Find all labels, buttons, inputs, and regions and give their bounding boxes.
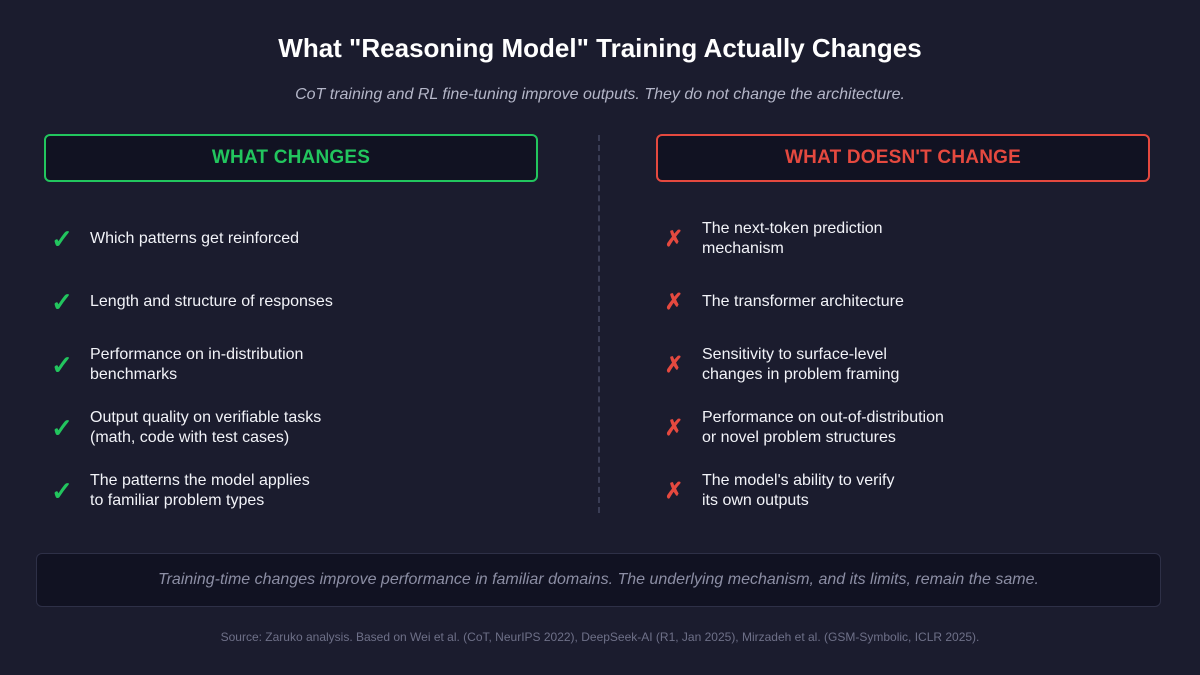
cross-mark-icon: ✗ [664,415,684,440]
cross-mark-icon: ✗ [664,289,684,314]
changes-item: ✓ Which patterns get reinforced [44,217,299,261]
changes-item-text: The patterns the model applies to famili… [90,472,310,509]
unchanged-item-text: The model's ability to verify its own ou… [702,472,895,509]
changes-item-text: Length and structure of responses [90,293,333,310]
unchanged-item: ✗ The next-token prediction mechanism [656,217,883,261]
page-title: What "Reasoning Model" Training Actually… [278,33,922,63]
changes-item: ✓ The patterns the model applies to fami… [44,469,310,513]
check-mark-icon: ✓ [51,223,73,254]
changes-item: ✓ Output quality on verifiable tasks (ma… [44,406,321,450]
changes-item: ✓ Length and structure of responses [44,280,333,324]
check-mark-icon: ✓ [51,412,73,443]
what-doesnt-change-header: WHAT DOESN'T CHANGE [656,134,1150,182]
page-subtitle: CoT training and RL fine-tuning improve … [295,86,905,103]
unchanged-item-text: Performance on out-of-distribution or no… [702,409,944,446]
summary-box: Training-time changes improve performanc… [36,553,1161,607]
unchanged-item: ✗ Sensitivity to surface-level changes i… [656,343,900,387]
changes-item-text: Output quality on verifiable tasks (math… [90,409,322,446]
check-mark-icon: ✓ [51,475,73,506]
unchanged-item-text: The next-token prediction mechanism [702,220,883,257]
cross-mark-icon: ✗ [664,226,684,251]
cross-mark-icon: ✗ [664,478,684,503]
unchanged-item-text: Sensitivity to surface-level changes in … [702,346,900,383]
check-mark-icon: ✓ [51,349,73,380]
changes-item-text: Which patterns get reinforced [90,230,299,247]
unchanged-item: ✗ The model's ability to verify its own … [656,469,895,513]
source-citation: Source: Zaruko analysis. Based on Wei et… [220,630,980,644]
changes-item-text: Performance on in-distribution benchmark… [90,346,304,383]
cross-mark-icon: ✗ [664,352,684,377]
changes-item: ✓ Performance on in-distribution benchma… [44,343,303,387]
unchanged-item: ✗ The transformer architecture [656,280,904,324]
column-divider [598,135,600,513]
unchanged-item-text: The transformer architecture [702,293,904,310]
what-changes-header: WHAT CHANGES [44,134,538,182]
check-mark-icon: ✓ [51,286,73,317]
unchanged-item: ✗ Performance on out-of-distribution or … [656,406,944,450]
